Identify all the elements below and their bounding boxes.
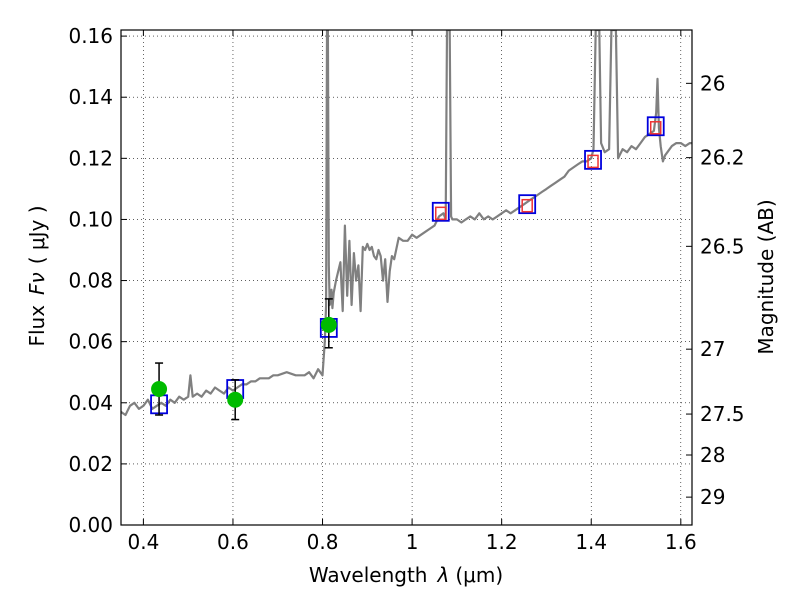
x-tick-label: 1.4	[575, 530, 607, 554]
y-tick-label: 0.16	[68, 24, 113, 48]
plot-area	[121, 30, 692, 421]
x-axis-label: Wavelength λ (μm)	[309, 563, 503, 587]
y-tick-label: 0.06	[68, 330, 113, 354]
y-tick-label: 0.10	[68, 207, 113, 231]
y-label-prefix: Flux	[25, 305, 49, 347]
y-label-unit: ( μJy )	[25, 205, 49, 264]
y2-tick-label: 26.2	[700, 146, 745, 170]
y2-tick-label: 26	[700, 71, 725, 95]
y2-tick-label: 29	[700, 485, 725, 509]
y-tick-label: 0.00	[68, 513, 113, 537]
x-label-symbol: λ	[437, 563, 450, 587]
y-tick-label: 0.08	[68, 269, 113, 293]
model-predicted-point	[649, 121, 662, 135]
plot-frame	[120, 29, 693, 526]
model-predicted-point	[435, 206, 447, 221]
y2-tick-label: 26.5	[700, 234, 745, 258]
model-photometry-point	[646, 116, 665, 137]
model-predicted-point	[521, 198, 533, 213]
y-label-symbol: Fν	[25, 272, 49, 295]
model-photometry-point	[584, 149, 602, 170]
x-tick-label: 1	[406, 530, 419, 554]
observed-photometry-point	[151, 381, 168, 398]
y2-tick-label: 28	[700, 443, 725, 467]
grid	[121, 30, 692, 525]
y-tick-label: 0.02	[68, 452, 113, 476]
y2-tick-label: 27.5	[700, 402, 745, 426]
observed-photometry-point	[320, 316, 337, 333]
observed-photometry-point	[227, 391, 244, 408]
y-axis-label: Flux Fν ( μJy )	[25, 205, 49, 346]
y-tick-label: 0.12	[68, 146, 113, 170]
x-label-unit: (μm)	[455, 563, 503, 587]
y2-tick-label: 27	[700, 337, 725, 361]
axis-ticks: 0.4 0.6 0.8 1 1.2 1.4 1.6 0.00 0.02 0.04 0.06 0.08 0…	[68, 24, 744, 554]
spectrum-line	[121, 30, 692, 417]
model-photometry-point	[518, 194, 537, 215]
model-predicted-point	[587, 154, 599, 169]
model-photometry-point	[431, 201, 450, 222]
x-tick-label: 1.2	[486, 530, 518, 554]
x-tick-label: 1.6	[665, 530, 697, 554]
y2-axis-label: Magnitude (AB)	[754, 199, 778, 354]
x-tick-label: 0.8	[307, 530, 339, 554]
x-tick-label: 0.6	[217, 530, 249, 554]
x-tick-label: 0.4	[127, 530, 159, 554]
y-tick-label: 0.04	[68, 391, 113, 415]
x-label-prefix: Wavelength	[309, 563, 428, 587]
y-tick-label: 0.14	[68, 85, 113, 109]
